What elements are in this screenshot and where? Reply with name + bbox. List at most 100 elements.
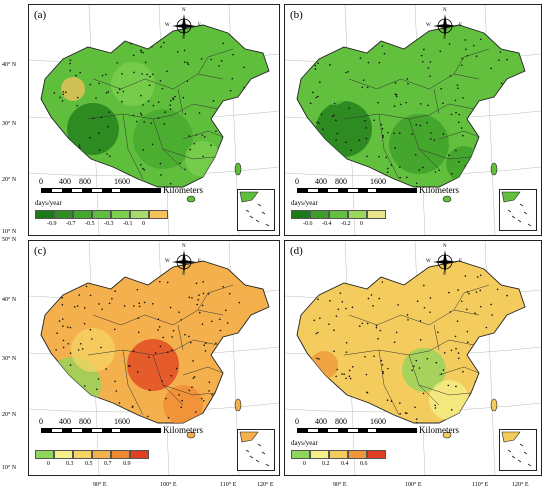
station-dot [58, 128, 60, 130]
value-region [185, 141, 221, 177]
station-dot [447, 384, 450, 387]
station-dot [367, 279, 370, 282]
station-dot [200, 397, 203, 400]
station-dot [95, 97, 97, 99]
station-dot [381, 363, 384, 366]
latitude-label: 40° N [2, 297, 17, 303]
station-dot [231, 123, 233, 126]
station-dot [415, 418, 418, 420]
station-dot [148, 84, 151, 87]
station-dot [501, 82, 503, 85]
station-dot [319, 317, 321, 320]
station-dot [205, 342, 207, 344]
compass-icon: N S W E [426, 244, 462, 277]
station-dot [402, 38, 405, 41]
station-dot [416, 300, 419, 302]
compass-s-label: S [443, 36, 446, 41]
station-dot [390, 400, 393, 402]
station-dot [191, 386, 193, 388]
station-dot [335, 375, 337, 378]
station-dot [123, 305, 126, 307]
station-dot [505, 132, 507, 135]
legend-tick-label: -0.3 [104, 221, 114, 227]
station-dot [189, 341, 192, 344]
station-dot [159, 280, 161, 283]
legend-tick-label: 0 [142, 221, 145, 227]
station-dot [366, 322, 369, 325]
station-dot [78, 294, 81, 296]
station-dot [101, 403, 104, 405]
station-dot [414, 153, 417, 156]
station-dot [479, 305, 482, 308]
station-dot [131, 406, 134, 408]
station-dot [62, 325, 64, 327]
station-dot [331, 115, 334, 117]
station-dot [479, 289, 482, 292]
station-dot [387, 367, 389, 370]
station-dot [98, 162, 100, 165]
station-dot [505, 89, 508, 92]
station-dot [236, 370, 239, 373]
station-dot [108, 111, 110, 114]
taiwan-island [234, 398, 242, 412]
station-dot [386, 399, 389, 401]
station-dot [322, 49, 324, 52]
station-dot [98, 149, 101, 151]
station-dot [118, 42, 120, 44]
province-boundary [197, 284, 234, 311]
station-dot [317, 95, 319, 98]
station-dot [442, 369, 445, 371]
station-dot [163, 41, 165, 44]
value-region [61, 77, 85, 101]
longitude-label: 100° E [160, 482, 177, 488]
station-dot [381, 127, 384, 130]
station-dot [418, 367, 421, 369]
station-dot [415, 185, 418, 187]
station-dot [430, 132, 432, 134]
station-dot [69, 352, 72, 354]
station-dot [167, 417, 170, 419]
province-boundary [122, 113, 144, 180]
map-panel-c: (c) N S W E 0 400 800 1600 Kilometers 0 0.3 0.5 0.7 0.… [28, 240, 280, 476]
station-dot [419, 339, 422, 341]
station-dot [210, 144, 212, 146]
station-dot [385, 156, 388, 159]
station-dot [366, 391, 369, 394]
station-dot [366, 86, 369, 89]
station-dot [246, 407, 249, 409]
station-dot [443, 352, 446, 354]
station-dot [336, 368, 339, 371]
station-dot [193, 142, 196, 145]
station-dot [314, 68, 317, 70]
station-dot [62, 346, 65, 349]
station-dot [423, 284, 425, 287]
station-dot [346, 409, 348, 412]
station-dot [473, 44, 475, 47]
station-dot [69, 62, 71, 65]
station-dot [372, 305, 374, 307]
station-dot [149, 75, 151, 78]
legend-color-swatch [111, 210, 130, 219]
station-dot [442, 133, 445, 135]
station-dot [426, 121, 429, 124]
scale-tick-label: 0 [295, 177, 299, 186]
station-dot [67, 382, 70, 384]
station-dot [98, 132, 100, 134]
station-dot [196, 303, 198, 306]
station-dot [164, 111, 166, 113]
station-dot [245, 366, 247, 369]
station-dot [79, 343, 82, 345]
value-region [133, 109, 193, 169]
station-dot [140, 94, 142, 97]
station-dot [358, 325, 361, 328]
scale-tick-label: 400 [59, 177, 71, 186]
station-dot [466, 54, 469, 57]
longitude-label: 110° E [220, 482, 237, 488]
station-dot [188, 335, 190, 338]
station-dot [448, 154, 450, 156]
station-dot [367, 297, 370, 300]
station-dot [166, 281, 169, 284]
station-dot [218, 64, 220, 67]
legend-color-swatch [310, 210, 329, 219]
station-dot [92, 117, 94, 119]
